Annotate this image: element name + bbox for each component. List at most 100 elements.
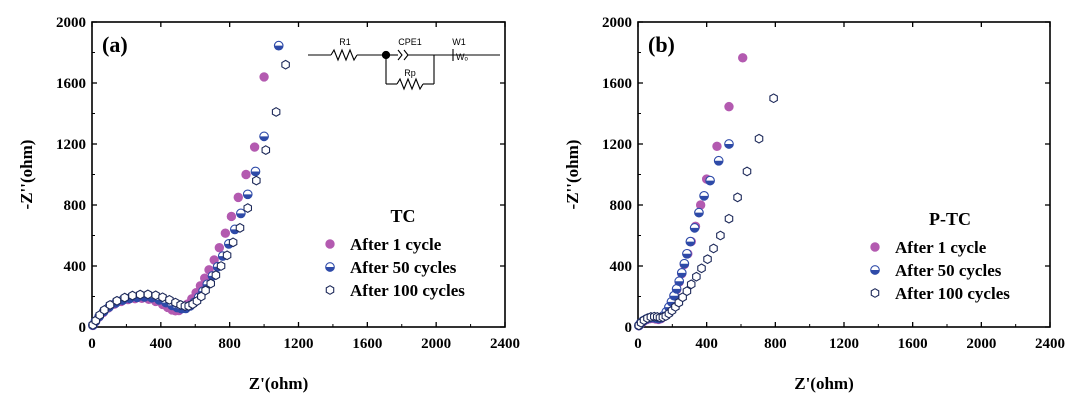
y-tick-label: 800 [610,198,633,214]
data-point-fill [690,227,699,233]
data-point [724,101,734,112]
data-point [206,278,216,289]
data-point-fill [274,45,284,50]
legend-marker [325,239,335,249]
legend-entry-label: After 50 cycles [895,261,1002,280]
legend-marker [870,265,880,275]
y-tick-label: 2000 [56,15,86,31]
data-point-fill [674,281,684,286]
y-tick-label: 1600 [56,76,86,92]
legend-entry-label: After 100 cycles [350,281,465,300]
x-tick-label: 400 [150,336,173,352]
legend-entry-label: After 100 cycles [895,284,1010,303]
legend-entry-label: After 50 cycles [350,258,457,277]
data-point [679,258,690,269]
data-point-fill [699,195,709,201]
series-1 [88,72,269,331]
legend-marker [870,288,880,298]
series-3 [634,93,778,331]
data-point [222,250,232,261]
x-tick-label: 1600 [898,336,928,352]
y-tick-label: 400 [610,259,633,275]
data-point [724,139,734,149]
data-point [694,207,704,218]
legend-marker [325,285,335,295]
data-point [742,166,752,177]
data-point [281,59,290,70]
y-axis-title: -Z''(ohm) [17,140,36,210]
chart-panel-a: 0 400 800 1200 1600 2000 2400 0 400 800 1200 1600 20… [17,15,520,393]
legend-marker [870,242,880,252]
data-point [713,155,724,166]
y-tick-label: 1200 [56,137,86,153]
x-tick-label: 2000 [421,336,451,352]
data-point [220,228,231,238]
x-tick-label: 1200 [829,336,859,352]
y-tick-label: 400 [64,259,87,275]
legend-entry-label: After 1 cycle [350,235,442,254]
data-point [243,203,253,213]
data-point-fill [724,144,734,149]
data-point [233,192,243,203]
data-point-fill [259,136,269,141]
data-point [120,292,129,303]
y-tick-label: 1200 [602,137,632,153]
data-point-fill [686,241,695,246]
legend-entry-label: After 1 cycle [895,238,987,257]
data-point [216,261,226,271]
equivalent-circuit-diagram [308,48,500,91]
legend-marker-fill [870,270,880,275]
data-point [738,53,748,63]
data-point [252,175,261,186]
data-point-fill [672,288,681,294]
data-point [135,289,145,300]
data-point [112,295,122,306]
series-2 [88,40,284,331]
circuit-labels: R1 CPE1 W1 Rp Wₒ [339,37,468,78]
y-tick-label: 2000 [602,15,632,31]
data-point-fill [677,272,687,278]
legend-title: TC [390,206,415,226]
data-point [250,166,261,177]
data-point [724,213,734,224]
series-3 [88,59,290,330]
data-point [682,286,692,297]
x-axis-title: Z'(ohm) [794,374,854,393]
legend-marker [325,262,335,272]
data-point [128,290,137,301]
data-point [686,279,696,290]
x-tick-label: 2400 [1035,336,1065,352]
data-point [201,285,210,296]
y-tick-label: 0 [625,320,633,336]
y-axis-title: -Z''(ohm) [563,140,582,210]
x-tick-label: 1600 [352,336,382,352]
panel-label: (b) [648,32,675,57]
data-point [211,270,221,281]
data-point-fill [243,194,253,199]
data-point [709,243,718,254]
circuit-label-rp: Rp [404,68,416,78]
data-point [671,284,682,294]
y-tick-label: 1600 [602,76,632,92]
data-point [235,222,245,233]
resistor-r1-symbol [330,48,358,62]
cpe-symbol-right [403,49,409,61]
data-point [697,263,706,274]
data-point [271,107,281,117]
circuit-label-w1: W1 [452,37,466,47]
legend: P-TC After 1 cycle After 50 cycles After 10… [870,209,1010,303]
x-tick-label: 800 [764,336,787,352]
data-point [692,271,701,282]
data-point [733,192,742,203]
panel-label: (a) [102,32,128,57]
data-point [259,131,269,142]
data-point [699,191,709,201]
data-point-fill [236,213,246,218]
x-tick-label: 0 [88,336,96,352]
plot-frame [637,21,1051,328]
data-point-fill [680,263,689,269]
data-point [228,237,238,248]
data-point [241,169,251,180]
data-point [682,248,692,259]
